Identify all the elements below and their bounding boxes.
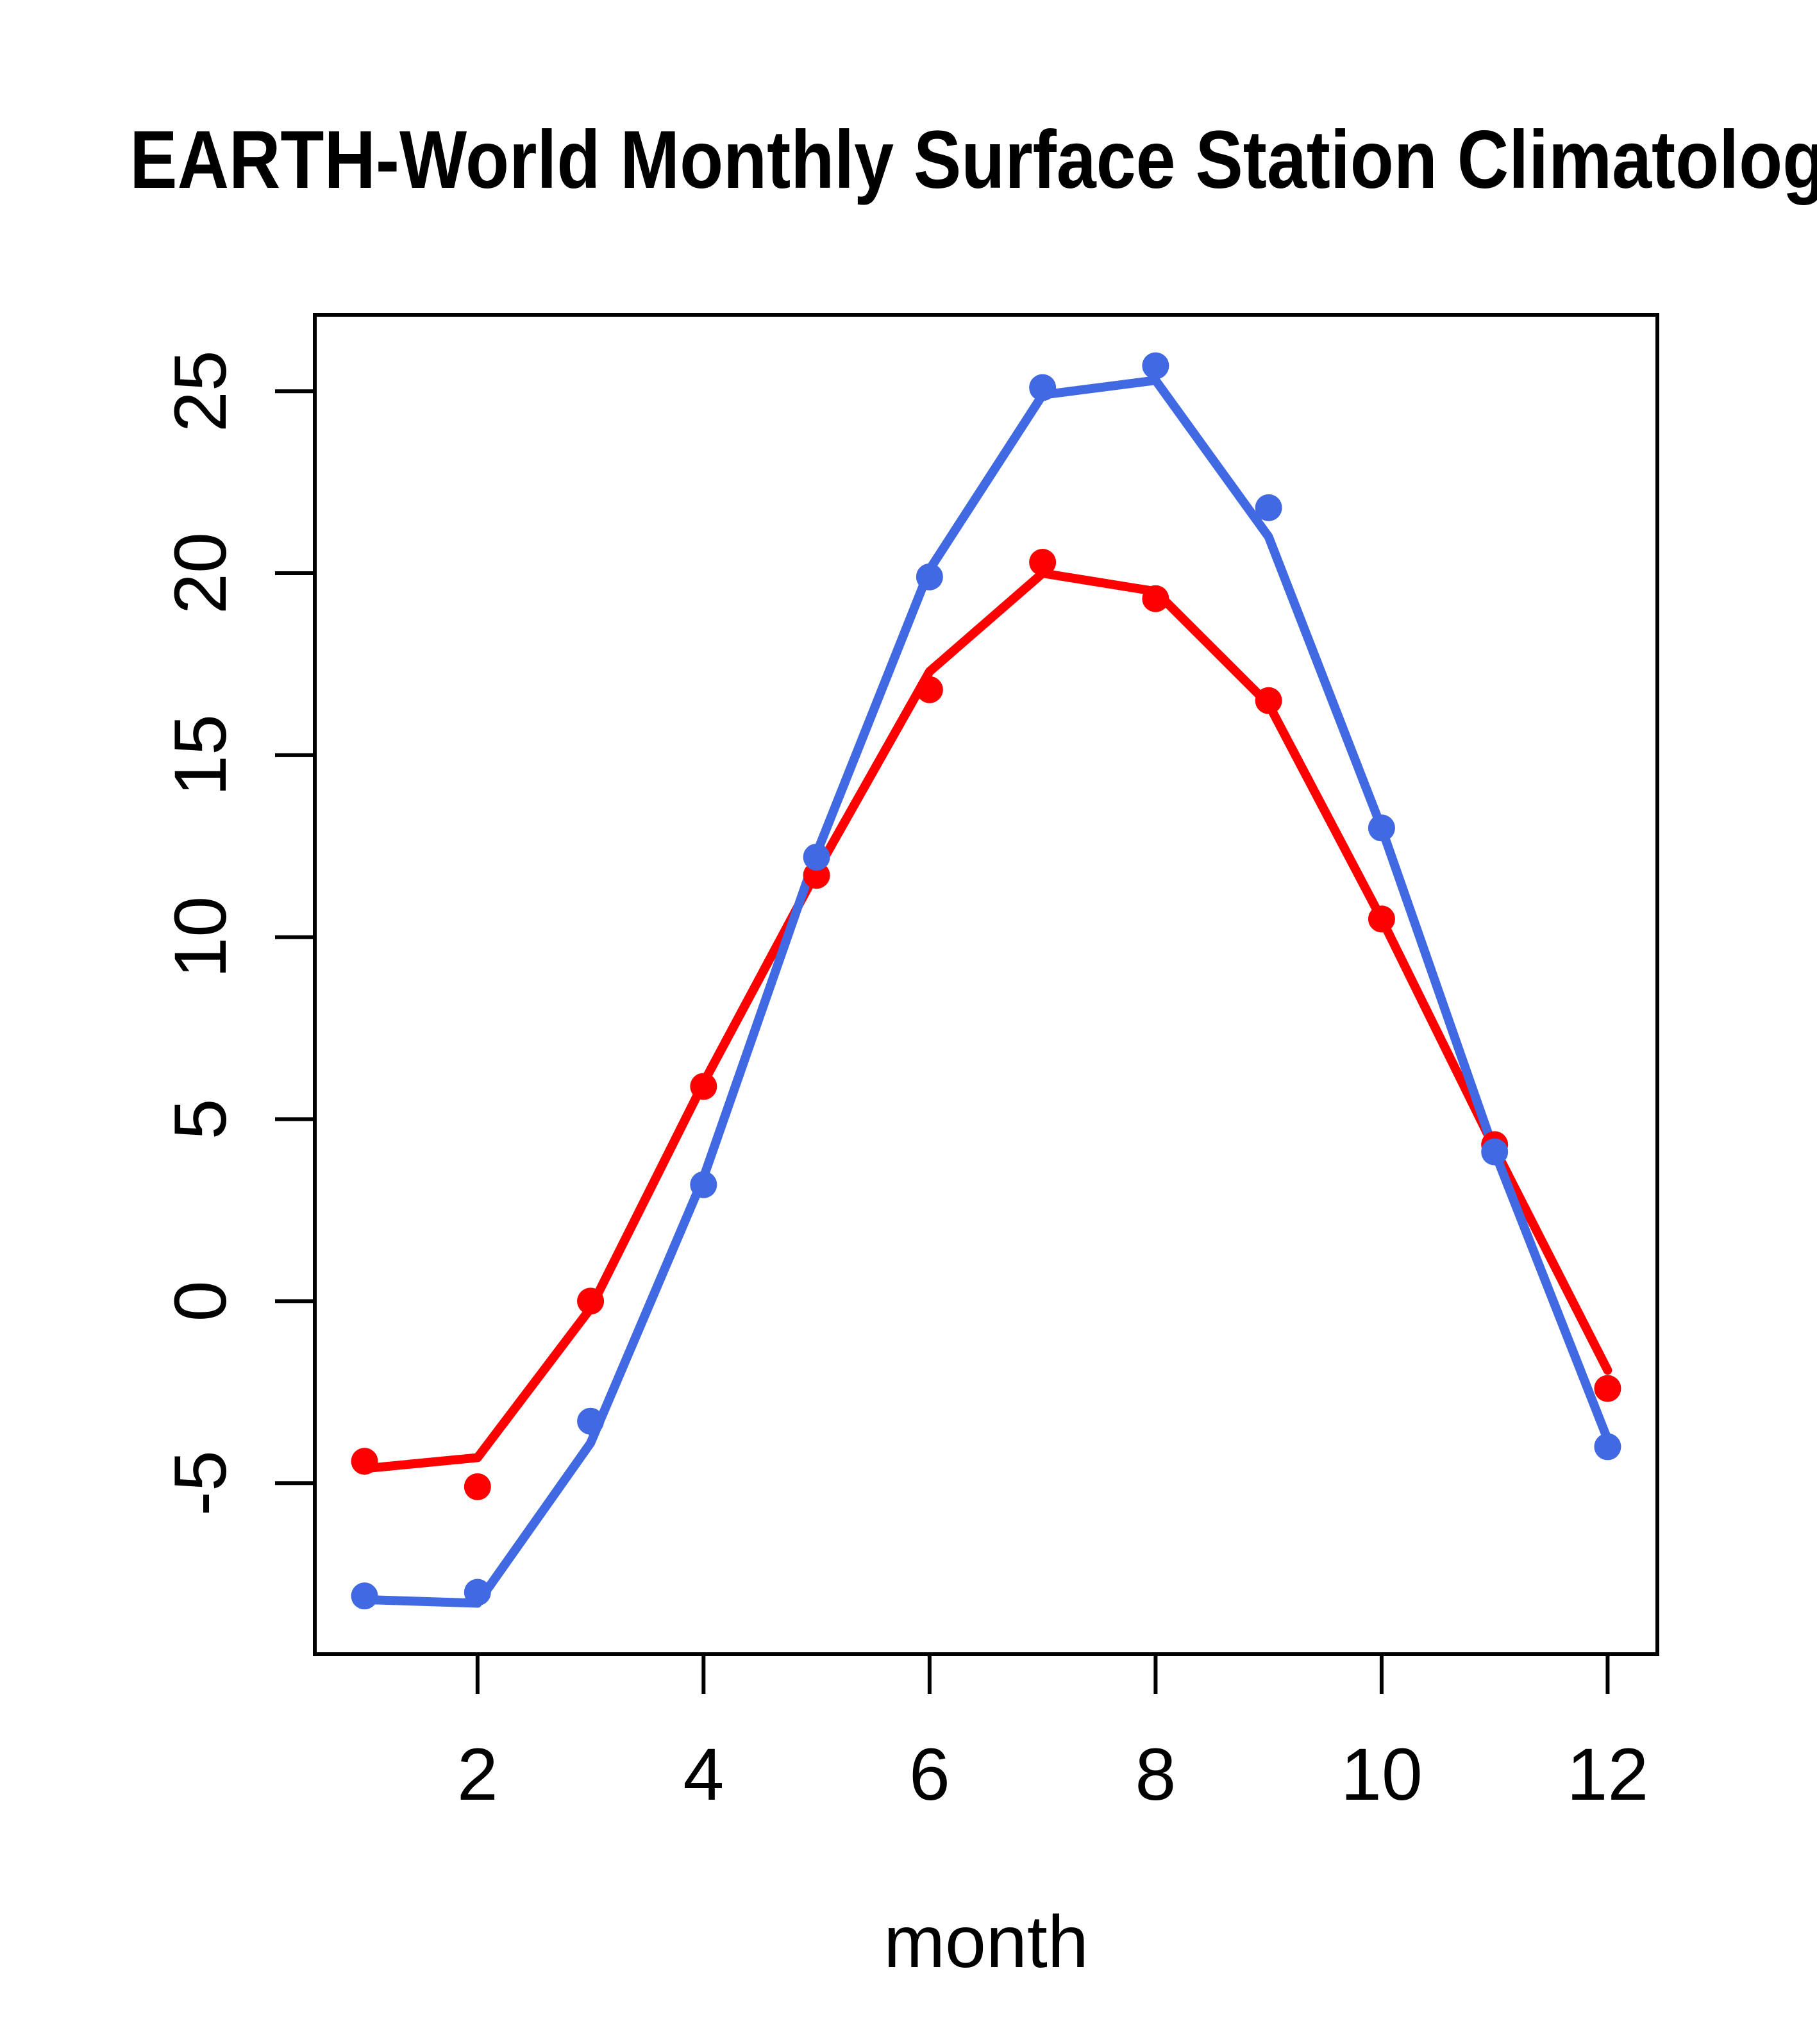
blue-point-1: [351, 1582, 378, 1610]
red-point-6: [916, 676, 943, 703]
x-tick-label: 2: [457, 1734, 498, 1816]
x-tick-label: 12: [1566, 1734, 1648, 1816]
y-tick-label: 15: [160, 714, 242, 796]
blue-point-3: [577, 1407, 605, 1435]
blue-point-11: [1481, 1138, 1509, 1166]
blue-point-4: [690, 1171, 717, 1198]
plot-title-text: EARTH-World Monthly Surface Station Clim…: [130, 114, 1817, 206]
blue-point-7: [1029, 374, 1057, 401]
blue-point-10: [1368, 814, 1395, 842]
y-tick-label: 0: [160, 1280, 242, 1321]
red-point-3: [577, 1287, 605, 1315]
blue-point-8: [1142, 352, 1169, 380]
red-point-10: [1368, 905, 1395, 933]
blue-point-6: [916, 563, 943, 591]
x-tick-label: 6: [909, 1734, 950, 1816]
x-axis-title: month: [883, 1901, 1089, 1983]
red-point-1: [351, 1448, 378, 1475]
y-tick-label: 20: [160, 532, 242, 614]
plot-box: [313, 313, 1659, 1656]
red-point-12: [1594, 1375, 1621, 1402]
x-tick-label: 8: [1135, 1734, 1176, 1816]
x-tick-label: 4: [683, 1734, 724, 1816]
y-tick-label: 10: [160, 896, 242, 978]
blue-line: [360, 376, 1612, 1608]
y-tick-label: -5: [160, 1450, 242, 1516]
red-point-8: [1142, 585, 1169, 612]
blue-point-12: [1594, 1433, 1621, 1461]
plot-title: EARTH-World Monthly Surface Station Clim…: [0, 113, 1817, 207]
red-point-4: [690, 1073, 717, 1100]
blue-point-5: [803, 843, 830, 871]
red-point-2: [464, 1473, 491, 1500]
red-point-9: [1255, 687, 1282, 714]
y-tick-label: 25: [160, 350, 242, 432]
y-tick-label: 5: [160, 1099, 242, 1140]
x-tick-label: 10: [1341, 1734, 1423, 1816]
red-point-7: [1029, 549, 1057, 576]
blue-point-2: [464, 1579, 491, 1606]
red-line: [360, 569, 1612, 1473]
blue-point-9: [1255, 494, 1282, 521]
